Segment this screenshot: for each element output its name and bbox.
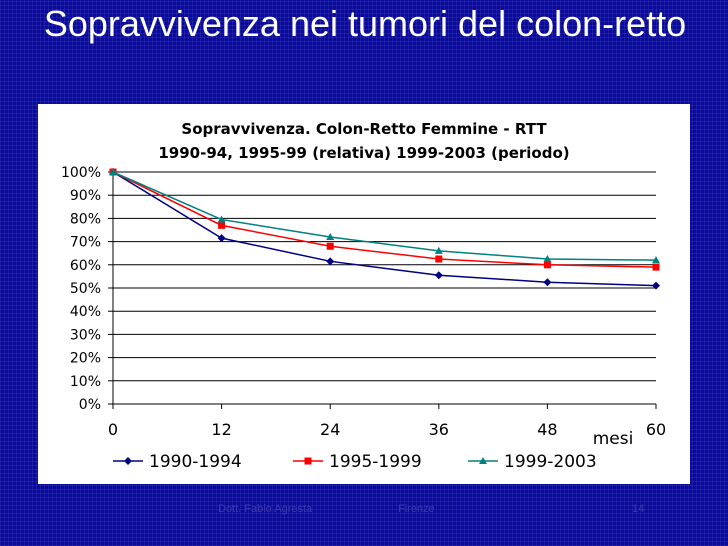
x-tick-label: 36 [429,420,449,439]
data-point-1999-2003 [652,256,660,264]
legend-marker [124,457,132,465]
x-tick-label: 60 [646,420,666,439]
data-point-1999-2003 [217,215,226,223]
data-point-1995-1999 [326,242,334,250]
y-tick-label: 100% [61,165,101,181]
series-line-1995-1999 [112,171,657,268]
y-tick-label: 90% [70,188,101,204]
data-point-1990-1994 [652,281,660,290]
legend-marker [304,457,312,465]
data-point-1995-1999 [652,263,660,271]
data-point-1990-1994 [326,257,335,266]
y-tick-label: 50% [70,281,101,297]
y-tick-label: 40% [70,304,101,320]
y-tick-label: 30% [70,327,101,343]
y-tick-label: 20% [70,351,101,367]
footer-page-number: 14 [632,503,645,515]
series-line-1999-2003 [112,171,657,261]
data-point-1995-1999 [218,221,226,229]
x-tick-label: 0 [108,420,118,439]
data-point-1990-1994 [543,278,552,287]
data-point-1999-2003 [434,246,443,254]
y-tick-label: 70% [70,235,101,251]
survival-line-chart: Sopravvivenza. Colon-Retto Femmine - RTT… [61,120,666,472]
y-tick-label: 10% [70,374,101,390]
x-tick-label: 48 [537,420,557,439]
legend-label: 1995-1999 [329,452,422,472]
chart-title: Sopravvivenza. Colon-Retto Femmine - RTT [181,120,547,138]
y-tick-label: 60% [70,258,101,274]
data-point-1990-1994 [434,271,443,280]
data-point-1995-1999 [435,255,443,263]
legend-label: 1990-1994 [149,452,242,472]
data-point-1999-2003 [109,168,117,175]
footer-place: Firenze [398,503,435,515]
data-point-1999-2003 [326,232,335,240]
legend-marker [479,457,487,464]
data-point-1999-2003 [543,255,552,262]
chart-frame: Sopravvivenza. Colon-Retto Femmine - RTT… [38,104,690,484]
x-tick-label: 12 [211,420,231,439]
footer-author: Dott. Fabio Agresta [218,503,313,515]
legend-label: 1999-2003 [504,452,597,472]
series-line-1990-1994 [112,171,657,287]
data-point-1995-1999 [543,261,551,269]
slide-title: Sopravvivenza nei tumori del colon-retto [43,3,687,44]
chart-subtitle: 1990-94, 1995-99 (relativa) 1999-2003 (p… [158,144,569,162]
x-tick-label: 24 [320,420,340,439]
data-point-1990-1994 [217,234,226,243]
y-tick-label: 0% [79,397,101,413]
x-axis-label: mesi [593,429,634,449]
y-tick-label: 80% [70,211,101,227]
